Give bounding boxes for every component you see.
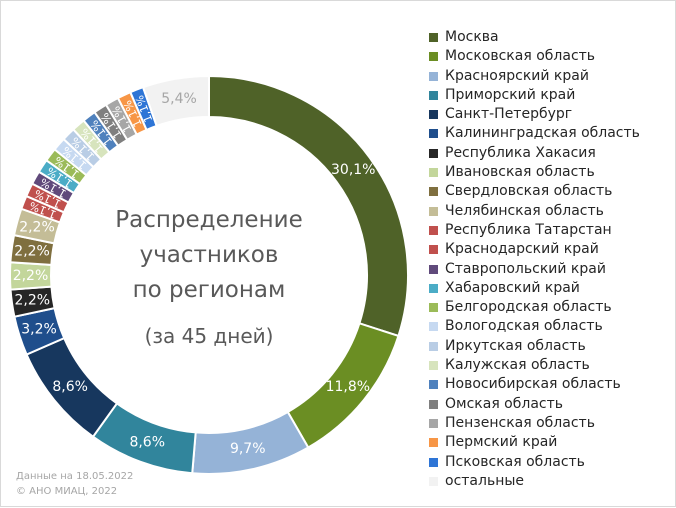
legend-swatch bbox=[429, 380, 438, 390]
legend-item: Пензенская область bbox=[429, 414, 640, 433]
legend-swatch bbox=[429, 341, 438, 351]
legend-swatch bbox=[429, 52, 438, 62]
legend-label: остальные bbox=[445, 472, 525, 489]
legend-label: Новосибирская область bbox=[445, 376, 621, 393]
legend-item: Челябинская область bbox=[429, 202, 640, 221]
legend-label: Ставропольский край bbox=[445, 260, 606, 277]
legend-item: Приморский край bbox=[429, 86, 640, 105]
legend-swatch bbox=[429, 129, 438, 139]
legend-swatch bbox=[429, 110, 438, 120]
legend-label: Хабаровский край bbox=[445, 279, 580, 296]
legend-label: Калининградская область bbox=[445, 125, 640, 142]
legend-swatch bbox=[429, 148, 438, 158]
legend-label: Калужская область bbox=[445, 357, 590, 374]
legend-label: Псковская область bbox=[445, 453, 585, 470]
legend-label: Вологодская область bbox=[445, 318, 603, 335]
legend-item: Краснодарский край bbox=[429, 240, 640, 259]
legend-swatch bbox=[429, 283, 438, 293]
legend-item: Красноярский край bbox=[429, 67, 640, 86]
legend-swatch bbox=[429, 225, 438, 235]
legend-swatch bbox=[429, 206, 438, 216]
legend-label: Свердловская область bbox=[445, 183, 613, 200]
legend-swatch bbox=[429, 399, 438, 409]
legend-item: Республика Татарстан bbox=[429, 221, 640, 240]
legend-swatch bbox=[429, 457, 438, 467]
legend-swatch bbox=[429, 303, 438, 313]
legend-swatch bbox=[429, 187, 438, 197]
legend-label: Республика Хакасия bbox=[445, 144, 596, 161]
legend-item: Новосибирская область bbox=[429, 375, 640, 394]
slice-data-label: 8,6% bbox=[129, 434, 165, 450]
slice-data-label: 8,6% bbox=[52, 379, 88, 395]
legend-label: Пермский край bbox=[445, 434, 558, 451]
slice-data-label: 2,2% bbox=[13, 268, 49, 284]
legend-swatch bbox=[429, 71, 438, 81]
chart-subtitle: (за 45 дней) bbox=[144, 324, 274, 348]
legend-swatch bbox=[429, 418, 438, 428]
legend-label: Московская область bbox=[445, 48, 596, 65]
legend-item: Омская область bbox=[429, 395, 640, 414]
legend-label: Белгородская область bbox=[445, 299, 612, 316]
slice-data-label: 11,8% bbox=[326, 379, 370, 395]
legend-label: Краснодарский край bbox=[445, 241, 599, 258]
legend-label: Республика Татарстан bbox=[445, 221, 612, 238]
legend-item: Ставропольский край bbox=[429, 260, 640, 279]
legend-swatch bbox=[429, 168, 438, 178]
slice-data-label: 3,2% bbox=[21, 322, 57, 338]
chart-title-line-2: участников bbox=[139, 242, 279, 268]
slice-data-label: 2,2% bbox=[14, 243, 50, 259]
legend-item: Свердловская область bbox=[429, 182, 640, 201]
slice-data-label: 9,7% bbox=[230, 441, 266, 457]
slice-data-label: 2,2% bbox=[19, 219, 55, 235]
legend-swatch bbox=[429, 90, 438, 100]
legend-swatch bbox=[429, 361, 438, 371]
footer-date: Данные на 18.05.2022 bbox=[16, 471, 134, 482]
legend-label: Иркутская область bbox=[445, 337, 586, 354]
legend-label: Москва bbox=[445, 29, 499, 45]
legend-item: Московская область bbox=[429, 47, 640, 66]
legend-label: Красноярский край bbox=[445, 67, 589, 84]
footer-copyright: © АНО МИАЦ, 2022 bbox=[16, 486, 118, 497]
slice-data-label: 30,1% bbox=[331, 162, 375, 178]
legend-item: Хабаровский край bbox=[429, 279, 640, 298]
donut-slice bbox=[141, 74, 210, 128]
legend-item: Пермский край bbox=[429, 433, 640, 452]
legend-item: Калужская область bbox=[429, 356, 640, 375]
legend-item: Ивановская область bbox=[429, 163, 640, 182]
legend-item: Санкт-Петербург bbox=[429, 105, 640, 124]
legend-item: Республика Хакасия bbox=[429, 144, 640, 163]
legend-item: Вологодская область bbox=[429, 317, 640, 336]
legend-swatch bbox=[429, 322, 438, 332]
legend-item: Иркутская область bbox=[429, 337, 640, 356]
slice-data-label: 5,4% bbox=[161, 91, 197, 107]
legend-label: Ивановская область bbox=[445, 164, 595, 181]
legend-label: Санкт-Петербург bbox=[445, 106, 573, 123]
legend-swatch bbox=[429, 438, 438, 448]
legend-swatch bbox=[429, 476, 438, 486]
legend-item: Белгородская область bbox=[429, 298, 640, 317]
legend-item: Москва bbox=[429, 28, 640, 47]
chart-legend: Москва Московская область Красноярский кра… bbox=[429, 28, 640, 491]
legend-swatch bbox=[429, 264, 438, 274]
legend-label: Челябинская область bbox=[445, 202, 604, 219]
chart-title-line-3: по регионам bbox=[132, 277, 286, 303]
legend-label: Пензенская область bbox=[445, 414, 595, 431]
legend-swatch bbox=[429, 33, 438, 42]
legend-label: Приморский край bbox=[445, 86, 576, 103]
legend-item: Калининградская область bbox=[429, 124, 640, 143]
chart-title-line-1: Распределение bbox=[115, 207, 303, 233]
legend-item: Псковская область bbox=[429, 453, 640, 472]
legend-item: остальные bbox=[429, 472, 640, 491]
legend-label: Омская область bbox=[445, 395, 564, 412]
legend-swatch bbox=[429, 245, 438, 255]
slice-data-label: 2,2% bbox=[15, 292, 51, 308]
